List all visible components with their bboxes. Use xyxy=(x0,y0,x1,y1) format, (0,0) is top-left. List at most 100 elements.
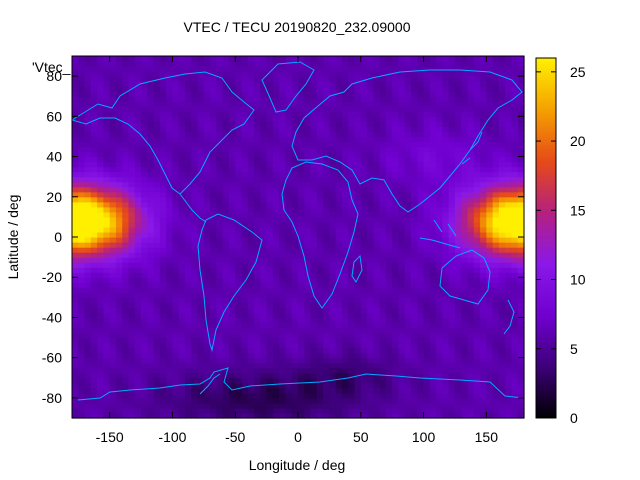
heatmap-cell xyxy=(348,397,356,404)
heatmap-cell xyxy=(216,196,224,203)
heatmap-cell xyxy=(115,322,123,329)
heatmap-cell xyxy=(90,352,98,359)
heatmap-cell xyxy=(335,402,343,409)
heatmap-cell xyxy=(323,231,330,238)
heatmap-cell xyxy=(373,262,381,268)
heatmap-cell xyxy=(134,171,142,178)
heatmap-cell xyxy=(298,216,305,223)
heatmap-cell xyxy=(367,317,374,324)
heatmap-cell xyxy=(241,166,249,173)
heatmap-cell xyxy=(228,297,236,303)
heatmap-cell xyxy=(348,327,356,334)
heatmap-cell xyxy=(442,242,450,248)
heatmap-cell xyxy=(298,116,305,122)
heatmap-cell xyxy=(492,412,500,419)
heatmap-cell xyxy=(78,141,86,148)
heatmap-cell xyxy=(398,277,406,283)
heatmap-cell xyxy=(304,231,312,238)
heatmap-cell xyxy=(185,81,192,87)
heatmap-cell xyxy=(228,317,236,324)
heatmap-cell xyxy=(467,91,475,97)
heatmap-cell xyxy=(222,191,230,198)
heatmap-cell xyxy=(367,387,374,394)
heatmap-cell xyxy=(329,252,337,258)
heatmap-cell xyxy=(429,307,437,314)
heatmap-cell xyxy=(285,362,293,369)
heatmap-cell xyxy=(505,121,513,127)
heatmap-cell xyxy=(486,352,494,359)
heatmap-cell xyxy=(166,387,174,394)
heatmap-cell xyxy=(354,287,362,293)
heatmap-cell xyxy=(279,267,287,273)
heatmap-cell xyxy=(191,292,199,298)
heatmap-cell xyxy=(159,382,167,389)
heatmap-cell xyxy=(517,402,525,409)
heatmap-cell xyxy=(423,86,431,92)
heatmap-cell xyxy=(147,377,155,384)
heatmap-cell xyxy=(153,136,161,143)
heatmap-cell xyxy=(72,171,79,178)
heatmap-cell xyxy=(411,106,418,112)
heatmap-cell xyxy=(436,302,443,308)
heatmap-cell xyxy=(97,211,104,218)
heatmap-cell xyxy=(84,201,92,208)
heatmap-cell xyxy=(310,136,318,143)
heatmap-cell xyxy=(511,332,519,339)
heatmap-cell xyxy=(298,297,305,303)
heatmap-cell xyxy=(505,151,513,158)
heatmap-cell xyxy=(348,292,356,298)
heatmap-cell xyxy=(335,181,343,188)
heatmap-cell xyxy=(210,111,217,117)
heatmap-cell xyxy=(385,257,393,263)
heatmap-cell xyxy=(166,101,174,107)
heatmap-cell xyxy=(404,171,412,178)
heatmap-cell xyxy=(122,196,130,203)
heatmap-cell xyxy=(266,267,274,273)
heatmap-cell xyxy=(216,146,224,153)
heatmap-cell xyxy=(448,392,456,399)
heatmap-cell xyxy=(323,402,330,409)
heatmap-cell xyxy=(266,242,274,248)
heatmap-cell xyxy=(354,146,362,153)
heatmap-cell xyxy=(241,312,249,319)
heatmap-cell xyxy=(436,106,443,112)
heatmap-cell xyxy=(436,402,443,409)
heatmap-cell xyxy=(505,292,513,298)
heatmap-cell xyxy=(222,397,230,404)
heatmap-cell xyxy=(392,116,400,122)
heatmap-cell xyxy=(72,352,79,359)
heatmap-cell xyxy=(222,96,230,102)
heatmap-cell xyxy=(348,247,356,253)
heatmap-cell xyxy=(210,196,217,203)
heatmap-cell xyxy=(367,367,374,374)
heatmap-cell xyxy=(172,171,180,178)
heatmap-cell xyxy=(505,342,513,349)
heatmap-cell xyxy=(480,91,487,97)
heatmap-cell xyxy=(385,297,393,303)
heatmap-cell xyxy=(298,377,305,384)
heatmap-cell xyxy=(341,342,349,349)
heatmap-cell xyxy=(304,402,312,409)
heatmap-cell xyxy=(442,287,450,293)
heatmap-cell xyxy=(172,161,180,168)
heatmap-cell xyxy=(115,76,123,82)
heatmap-cell xyxy=(310,267,318,273)
heatmap-cell xyxy=(247,146,255,153)
heatmap-cell xyxy=(436,412,443,419)
heatmap-cell xyxy=(505,412,513,419)
heatmap-cell xyxy=(304,332,312,339)
heatmap-cell xyxy=(480,201,487,208)
heatmap-cell xyxy=(109,262,117,268)
heatmap-cell xyxy=(517,342,525,349)
heatmap-cell xyxy=(304,101,312,107)
heatmap-cell xyxy=(159,101,167,107)
heatmap-cell xyxy=(492,392,500,399)
heatmap-cell xyxy=(385,76,393,82)
heatmap-cell xyxy=(153,352,161,359)
heatmap-cell xyxy=(304,367,312,374)
heatmap-cell xyxy=(323,91,330,97)
heatmap-cell xyxy=(423,402,431,409)
heatmap-cell xyxy=(197,116,205,122)
heatmap-cell xyxy=(461,292,469,298)
heatmap-cell xyxy=(166,237,174,243)
